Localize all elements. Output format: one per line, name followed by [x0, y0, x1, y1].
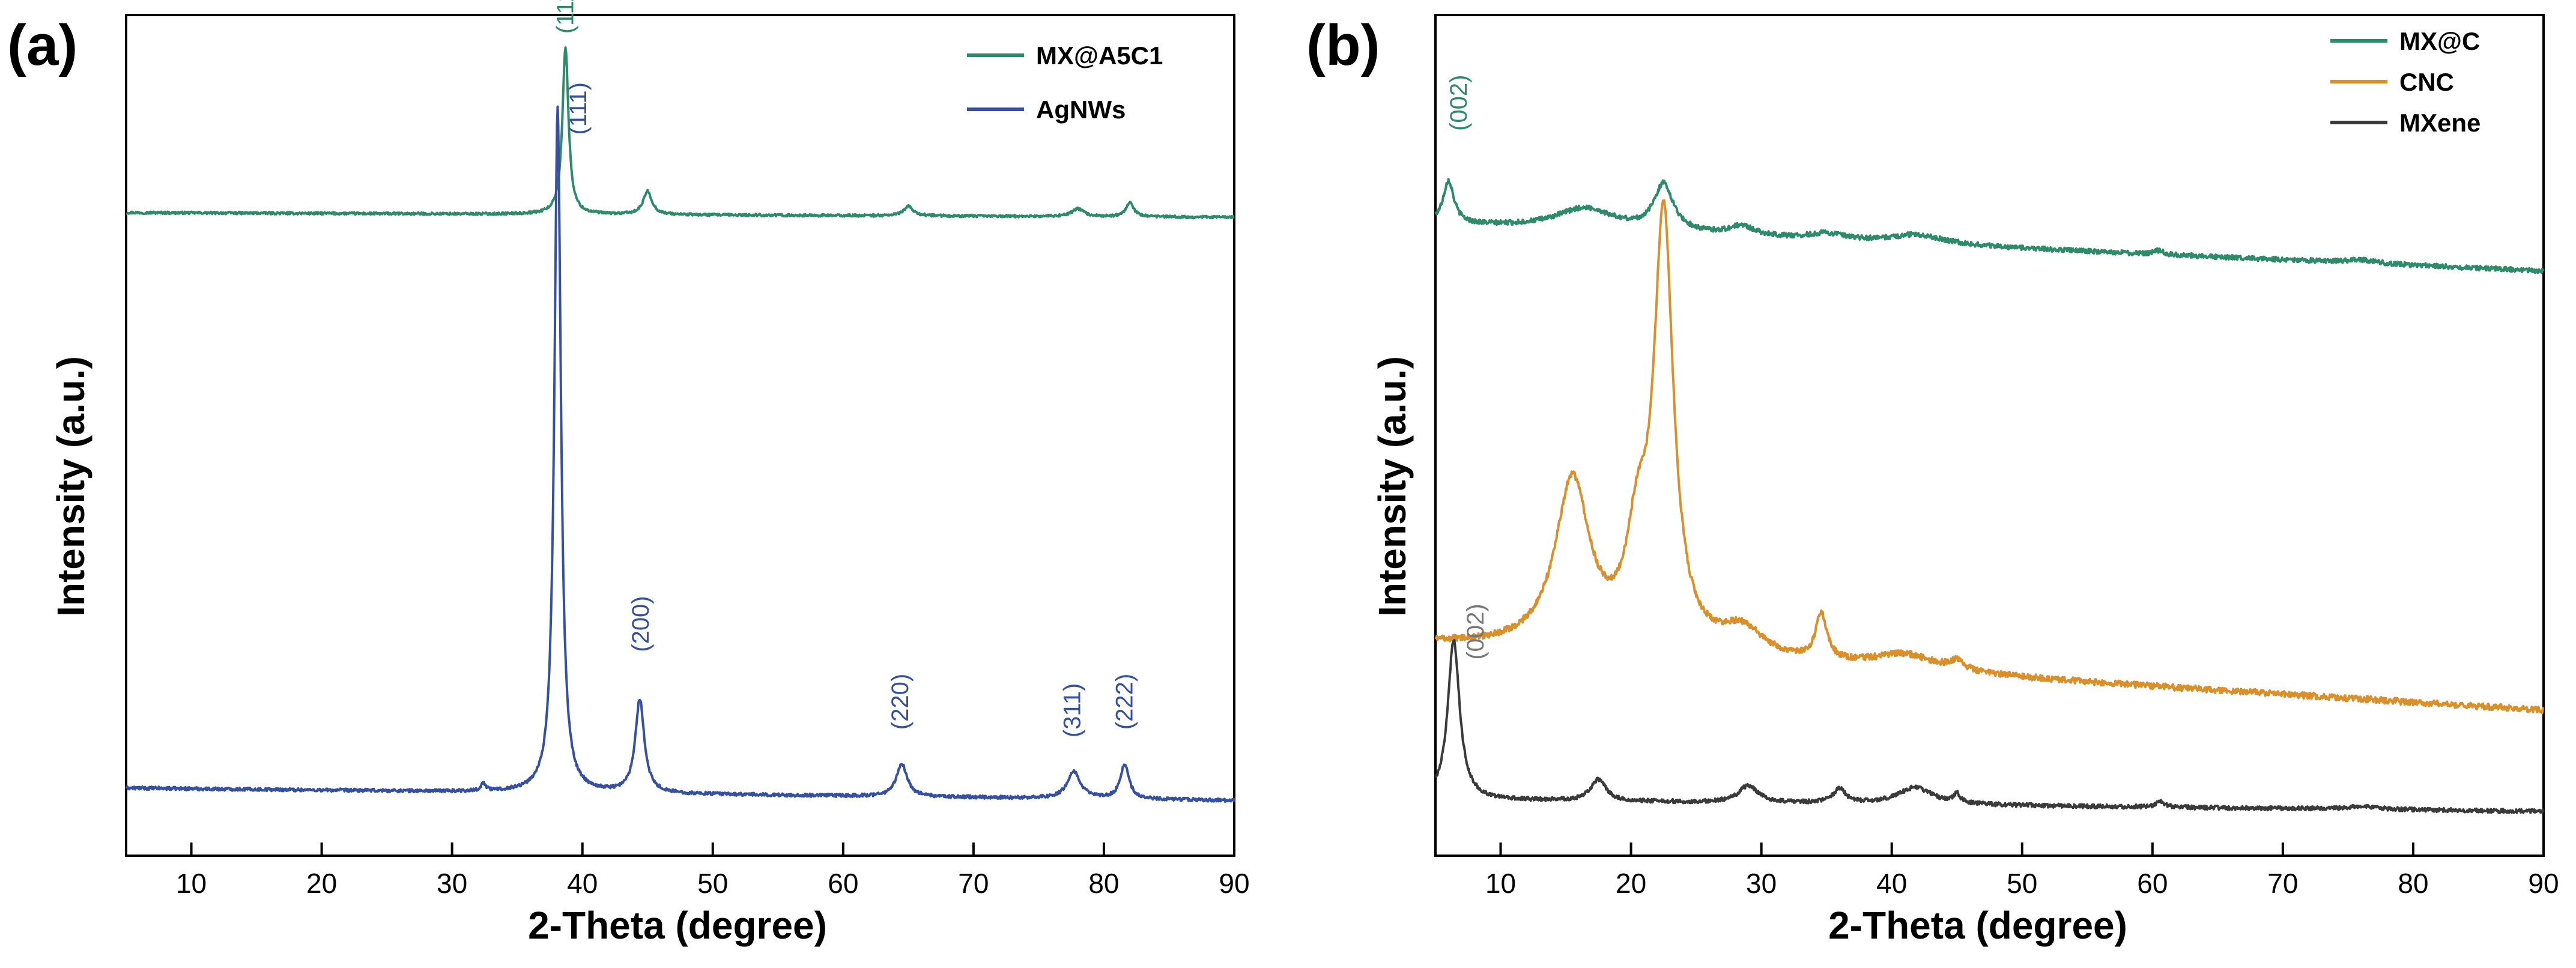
x-tick-label: 70: [958, 868, 989, 899]
peak-label-222: (222): [1111, 674, 1138, 730]
x-tick-label: 50: [697, 868, 728, 899]
x-tick-label: 90: [2528, 868, 2559, 899]
panel-a-x-axis-title: 2-Theta (degree): [528, 904, 827, 947]
x-tick-label: 60: [828, 868, 858, 899]
x-tick-label: 10: [176, 868, 207, 899]
panel-b-label: (b): [1306, 13, 1380, 77]
x-tick-label: 70: [2267, 868, 2298, 899]
panel-a-plot-area: 10 20 30 40 50 60 70 80 90 (111) (111) (200) (220) (3…: [125, 0, 1250, 899]
legend-label-agnws: AgNWs: [1036, 95, 1126, 124]
plot-frame: [125, 14, 1235, 857]
x-tick-label: 20: [1616, 868, 1646, 899]
panel-b-y-axis-title: Intensity (a.u.): [1371, 356, 1414, 617]
peak-label-002: (002): [1462, 603, 1489, 659]
x-tick-label: 30: [1746, 868, 1777, 899]
peak-label-311: (311): [1059, 683, 1086, 737]
panel-b-x-axis-title: 2-Theta (degree): [1828, 904, 2127, 947]
legend-label-cnc: CNC: [2399, 68, 2454, 96]
x-tick-label: 80: [2398, 868, 2428, 899]
panel-a-label: (a): [7, 13, 77, 77]
peak-label-220: (220): [887, 674, 914, 730]
x-tick-label: 90: [1219, 868, 1249, 899]
peak-label-111: (111): [565, 82, 592, 135]
series-line-cnc: [1434, 199, 2545, 715]
series-line-mxene: [1435, 639, 2544, 814]
x-tick-label: 60: [2137, 868, 2168, 899]
peak-label-002: (002): [1446, 75, 1472, 131]
panel-b-plot-area: 10 20 30 40 50 60 70 80 90 (002) (002) MX@C CNC MXene: [1434, 14, 2559, 899]
x-tick-label: 40: [567, 868, 598, 899]
panel-b: (b) 10 20 30 40 50 60 70 80 90 (002) (002) MX@C CNC M…: [1306, 13, 2559, 947]
series-line-agnws: [125, 105, 1235, 803]
x-tick-label: 30: [437, 868, 467, 899]
plot-frame: [1434, 14, 2545, 857]
panel-a-y-axis-title: Intensity (a.u.): [49, 356, 92, 617]
panel-a: (a) 10 20 30 40 50 60 70 80 90 (111) (111) (200) (22…: [7, 0, 1250, 947]
peak-label-200: (200): [628, 596, 654, 652]
x-tick-label: 50: [2007, 868, 2037, 899]
legend-label-mxene: MXene: [2399, 109, 2481, 137]
x-tick-label: 80: [1088, 868, 1119, 899]
series-line-mx-c: [1434, 178, 2545, 274]
x-tick-label: 20: [306, 868, 337, 899]
x-tick-label: 10: [1485, 868, 1516, 899]
x-tick-label: 40: [1876, 868, 1907, 899]
legend-label-mx-c: MX@C: [2399, 27, 2480, 55]
series-line-mx-a5c1: [125, 46, 1235, 220]
peak-label-111: (111): [552, 0, 578, 34]
legend-label-mx-a5c1: MX@A5C1: [1036, 41, 1163, 70]
